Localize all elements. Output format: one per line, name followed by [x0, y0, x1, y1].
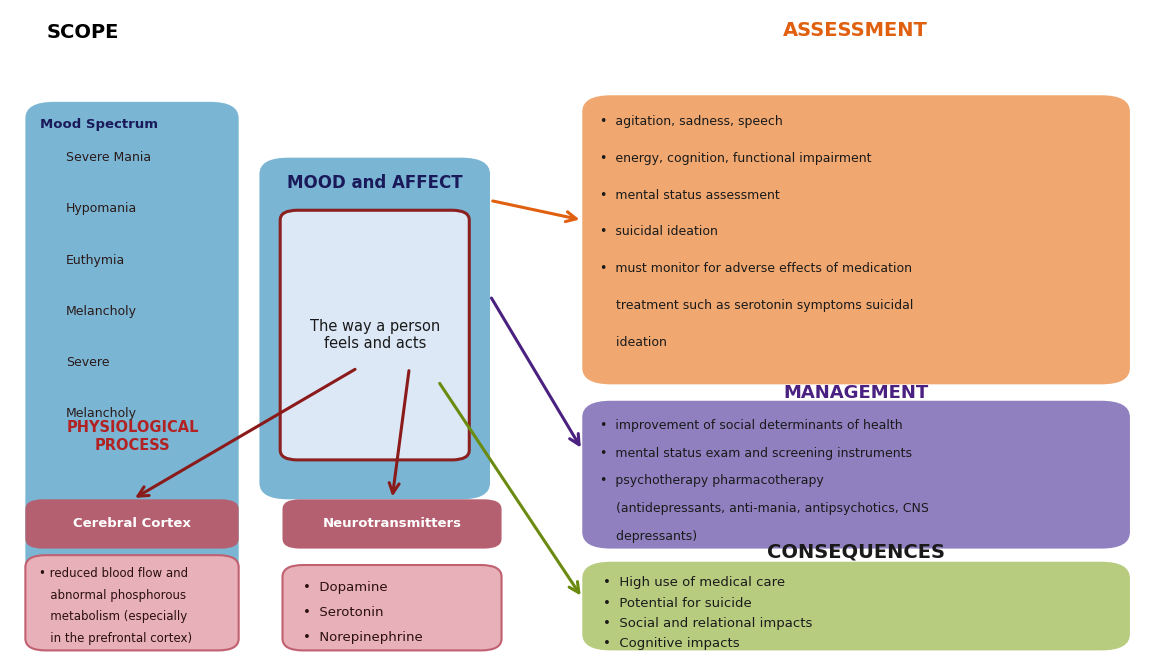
Text: • reduced blood flow and: • reduced blood flow and [39, 567, 188, 580]
Text: •  improvement of social determinants of health: • improvement of social determinants of … [600, 419, 902, 432]
Text: Melancholy: Melancholy [66, 305, 137, 318]
Text: •  Potential for suicide: • Potential for suicide [603, 597, 752, 610]
Text: Severe: Severe [66, 356, 110, 369]
Text: •  mental status exam and screening instruments: • mental status exam and screening instr… [600, 447, 912, 460]
FancyBboxPatch shape [582, 95, 1130, 384]
FancyBboxPatch shape [25, 102, 239, 581]
FancyBboxPatch shape [25, 499, 239, 549]
Text: Cerebral Cortex: Cerebral Cortex [73, 518, 191, 530]
Text: Severe Mania: Severe Mania [66, 151, 151, 164]
Text: Melancholy: Melancholy [66, 407, 137, 420]
Text: •  Norepinephrine: • Norepinephrine [303, 631, 423, 645]
Text: •  Serotonin: • Serotonin [303, 606, 384, 620]
FancyBboxPatch shape [582, 401, 1130, 549]
Text: ideation: ideation [600, 336, 666, 349]
Text: Hypomania: Hypomania [66, 202, 137, 215]
Text: CONSEQUENCES: CONSEQUENCES [767, 542, 944, 561]
FancyBboxPatch shape [25, 555, 239, 650]
Text: SCOPE: SCOPE [47, 23, 119, 42]
Text: abnormal phosphorous: abnormal phosphorous [39, 589, 187, 602]
FancyBboxPatch shape [282, 499, 502, 549]
Text: MANAGEMENT: MANAGEMENT [783, 384, 928, 402]
Text: Euthymia: Euthymia [66, 254, 125, 267]
Text: •  energy, cognition, functional impairment: • energy, cognition, functional impairme… [600, 152, 871, 165]
FancyBboxPatch shape [582, 562, 1130, 650]
Text: PHYSIOLOGICAL
PROCESS: PHYSIOLOGICAL PROCESS [67, 420, 198, 453]
Text: •  Cognitive impacts: • Cognitive impacts [603, 637, 739, 650]
Text: •  suicidal ideation: • suicidal ideation [600, 225, 717, 238]
Text: depressants): depressants) [600, 530, 696, 543]
Text: •  must monitor for adverse effects of medication: • must monitor for adverse effects of me… [600, 262, 912, 275]
Text: •  psychotherapy pharmacotherapy: • psychotherapy pharmacotherapy [600, 474, 823, 487]
FancyBboxPatch shape [259, 158, 490, 499]
Text: •  mental status assessment: • mental status assessment [600, 189, 779, 202]
Text: metabolism (especially: metabolism (especially [39, 610, 188, 623]
Text: in the prefrontal cortex): in the prefrontal cortex) [39, 632, 193, 645]
Text: •  Dopamine: • Dopamine [303, 581, 387, 595]
FancyBboxPatch shape [282, 565, 502, 650]
Text: •  Social and relational impacts: • Social and relational impacts [603, 617, 813, 630]
Text: Mood Spectrum: Mood Spectrum [40, 118, 158, 131]
Text: ASSESSMENT: ASSESSMENT [783, 21, 928, 40]
Text: •  High use of medical care: • High use of medical care [603, 576, 785, 589]
Text: MOOD and AFFECT: MOOD and AFFECT [287, 174, 462, 192]
FancyBboxPatch shape [280, 210, 469, 460]
Text: •  agitation, sadness, speech: • agitation, sadness, speech [600, 115, 782, 128]
Text: (antidepressants, anti-mania, antipsychotics, CNS: (antidepressants, anti-mania, antipsycho… [600, 502, 928, 515]
Text: The way a person
feels and acts: The way a person feels and acts [310, 319, 439, 351]
Text: Neurotransmitters: Neurotransmitters [323, 518, 461, 530]
Text: treatment such as serotonin symptoms suicidal: treatment such as serotonin symptoms sui… [600, 299, 913, 312]
